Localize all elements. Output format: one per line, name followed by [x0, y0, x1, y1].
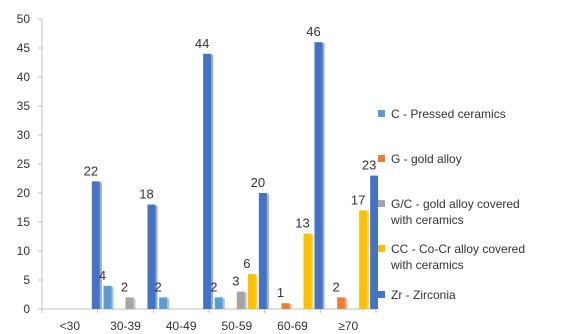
bar-side	[322, 43, 325, 309]
y-tick-label: 35	[17, 99, 31, 113]
bar	[258, 193, 267, 309]
bar-side	[99, 182, 102, 309]
bar	[159, 297, 168, 309]
bar-side	[266, 194, 269, 309]
y-tick-label: 30	[17, 128, 31, 142]
bar-chart: 0 5 10 15 20 25 30 35 40 45 50 <30 30-39 40-49 50-59 60…	[17, 12, 378, 333]
y-tick-label: 10	[17, 244, 31, 258]
y-tick-label: 15	[17, 215, 31, 229]
bar-side	[111, 286, 114, 309]
legend-label-zirconia: Zr - Zirconia	[391, 288, 456, 302]
legend-swatch-pressed-ceramics	[378, 110, 385, 117]
data-label: 18	[139, 187, 153, 202]
data-label: 20	[251, 175, 265, 190]
bar-side	[133, 298, 136, 309]
data-label: 23	[362, 158, 376, 173]
data-label: 4	[99, 268, 106, 283]
bar	[147, 204, 156, 309]
bar-side	[345, 298, 348, 309]
x-tick-label: 50-59	[221, 319, 252, 333]
data-label: 2	[333, 279, 340, 294]
bar-side	[167, 298, 170, 309]
x-tick-label: 60-69	[277, 319, 308, 333]
data-label: 46	[306, 24, 320, 39]
bar-side	[367, 211, 370, 309]
bar-side	[311, 234, 314, 309]
data-label: 13	[295, 216, 309, 231]
bar-side	[244, 292, 247, 309]
data-label: 44	[195, 36, 209, 51]
legend-swatch-cocr-ceramics	[378, 245, 385, 252]
legend-label-gold-alloy: G - gold alloy	[391, 152, 462, 166]
y-tick-label: 50	[17, 12, 31, 26]
data-label: 2	[210, 279, 217, 294]
bar	[370, 175, 378, 309]
legend-label-pressed-ceramics: C - Pressed ceramics	[391, 107, 506, 121]
bar-side	[211, 54, 214, 309]
legend-item-zirconia: Zr - Zirconia	[378, 287, 456, 303]
legend-item-cocr-ceramics: CC - Co-Cr alloy covered with ceramics	[378, 241, 525, 273]
y-tick-label: 5	[23, 273, 30, 287]
bar	[359, 210, 368, 309]
bar	[247, 274, 256, 309]
data-label: 17	[351, 192, 365, 207]
x-tick-label: 40-49	[166, 319, 197, 333]
data-label: 6	[243, 256, 250, 271]
legend-swatch-zirconia	[378, 291, 385, 298]
bar-side	[255, 275, 258, 309]
legend-swatch-gold-ceramics	[378, 200, 385, 207]
bar	[91, 181, 100, 309]
bar	[314, 42, 323, 309]
x-tick-label: <30	[60, 319, 81, 333]
y-tick-label: 25	[17, 157, 31, 171]
bar	[203, 53, 212, 309]
data-label: 3	[232, 274, 239, 289]
legend-item-gold-ceramics: G/C - gold alloy covered with ceramics	[378, 196, 520, 228]
legend-item-pressed-ceramics: C - Pressed ceramics	[378, 106, 506, 122]
bar-side	[155, 205, 158, 309]
data-label: 22	[84, 163, 98, 178]
bar	[214, 297, 223, 309]
bar	[303, 233, 312, 309]
data-label: 1	[277, 285, 284, 300]
legend-item-gold-alloy: G - gold alloy	[378, 151, 462, 167]
bar	[125, 297, 134, 309]
bar	[337, 297, 346, 309]
legend-label-gold-ceramics: G/C - gold alloy covered with ceramics	[391, 197, 520, 227]
bar-side	[222, 298, 225, 309]
x-tick-label: ≥70	[338, 319, 358, 333]
bar	[281, 303, 290, 309]
legend: C - Pressed ceramics G - gold alloy G/C …	[378, 0, 573, 334]
x-tick-label: 30-39	[110, 319, 141, 333]
legend-label-cocr-ceramics: CC - Co-Cr alloy covered with ceramics	[391, 242, 526, 272]
bar	[103, 285, 112, 309]
y-tick-label: 40	[17, 70, 31, 84]
bar-side	[289, 304, 292, 309]
y-tick-label: 20	[17, 186, 31, 200]
y-tick-label: 45	[17, 41, 31, 55]
legend-swatch-gold-alloy	[378, 155, 385, 162]
data-label: 2	[121, 279, 128, 294]
data-label: 2	[155, 279, 162, 294]
y-tick-label: 0	[23, 302, 30, 316]
bar	[236, 291, 245, 309]
